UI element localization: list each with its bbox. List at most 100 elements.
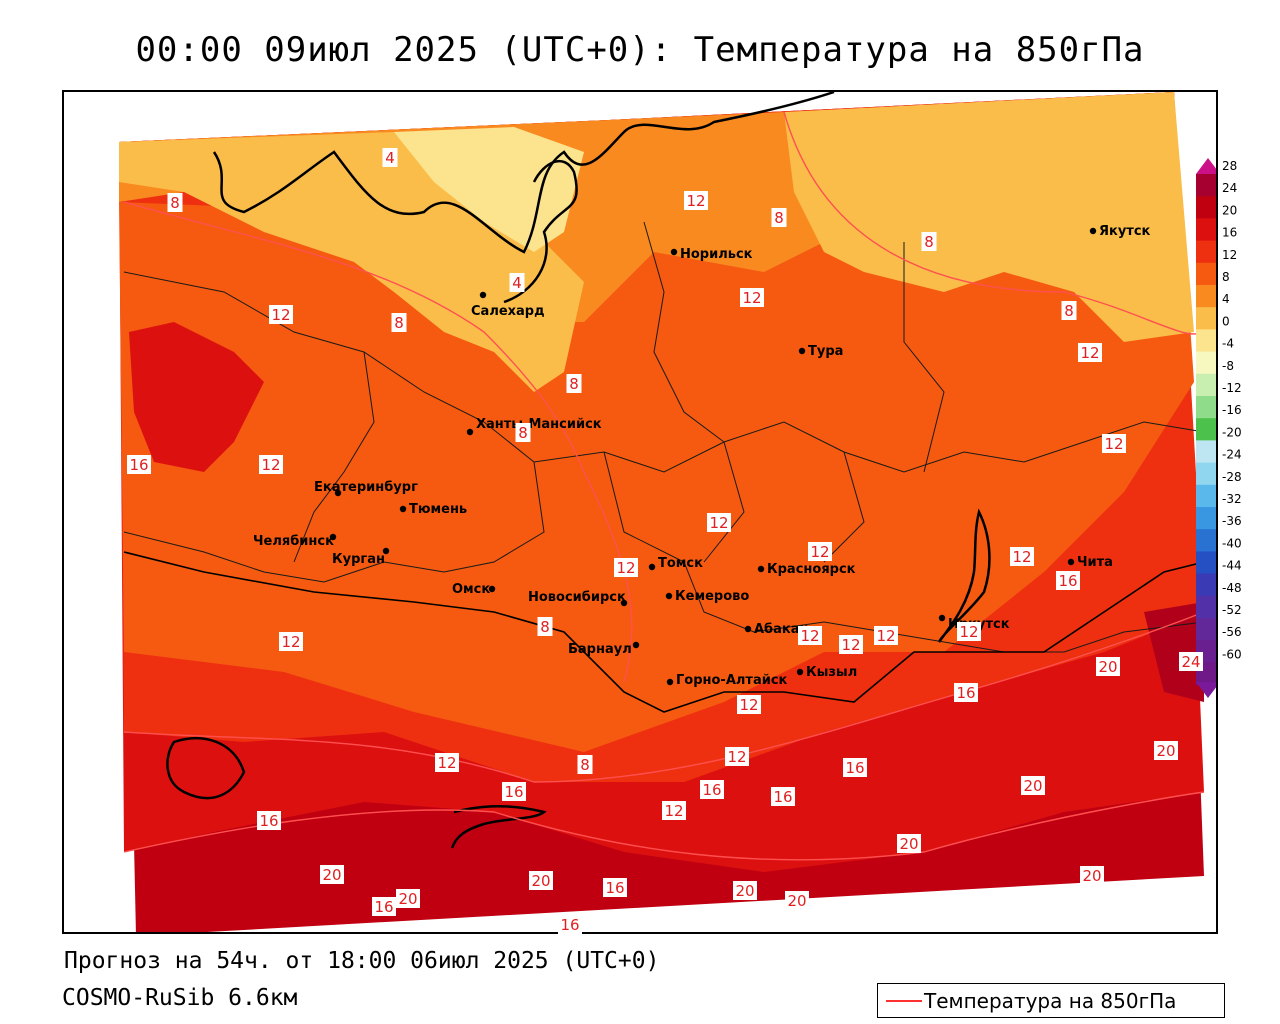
isotherm-label-bg bbox=[839, 635, 863, 654]
balkhash-outline bbox=[450, 804, 547, 849]
isotherm-label: 16 bbox=[956, 684, 975, 702]
isotherm-label-bg bbox=[566, 374, 582, 393]
isotherm-label-bg bbox=[733, 881, 757, 900]
isotherm-label-bg bbox=[167, 193, 183, 212]
isotherm-label: 12 bbox=[1104, 435, 1123, 453]
colorbar-cell bbox=[1196, 307, 1216, 330]
colorbar-cell bbox=[1196, 573, 1216, 597]
isotherm-label-bg bbox=[515, 423, 531, 442]
isotherm-label: 8 bbox=[774, 209, 784, 227]
isotherm-label: 16 bbox=[773, 788, 792, 806]
isotherm-label-bg bbox=[737, 695, 761, 714]
isotherm-label-bg bbox=[577, 755, 593, 774]
city-marker bbox=[329, 533, 337, 541]
city-label: Кызыл bbox=[806, 665, 857, 680]
colorbar-cell bbox=[1196, 595, 1216, 619]
city-marker bbox=[938, 614, 946, 622]
isotherm-label-bg bbox=[808, 542, 832, 561]
city-marker bbox=[1067, 558, 1075, 566]
isotherm-label: 16 bbox=[259, 812, 278, 830]
city-label: Томск bbox=[658, 556, 703, 571]
isotherm-label: 8 bbox=[580, 756, 590, 774]
colorbar-tick-label: 28 bbox=[1222, 159, 1237, 173]
isotherm-label-bg bbox=[1010, 547, 1034, 566]
colorbar-top-arrow bbox=[1196, 158, 1216, 174]
isotherm-label-bg bbox=[1061, 301, 1077, 320]
city-label: Тура bbox=[808, 344, 843, 359]
isotherm-label: 12 bbox=[709, 514, 728, 532]
city-marker bbox=[796, 668, 804, 676]
colorbar-cell bbox=[1196, 396, 1216, 419]
isotherm-label-bg bbox=[1154, 741, 1178, 760]
colorbar-tick-label: -60 bbox=[1222, 647, 1242, 661]
colorbar-cell bbox=[1196, 484, 1216, 508]
colorbar-tick-label: -32 bbox=[1222, 492, 1242, 506]
city-label: Ханты-Мансийск bbox=[476, 417, 602, 432]
colorbar-cell bbox=[1196, 218, 1216, 242]
isotherm-label-bg bbox=[537, 617, 553, 636]
isotherm-label: 24 bbox=[1181, 653, 1200, 671]
isotherm-label-bg bbox=[529, 871, 553, 890]
isotherm-label: 12 bbox=[739, 696, 758, 714]
isotherm-label: 12 bbox=[664, 802, 683, 820]
colorbar-cell bbox=[1196, 462, 1216, 486]
city-marker bbox=[744, 625, 752, 633]
isotherm-label: 8 bbox=[924, 233, 934, 251]
isotherm-label-bg bbox=[725, 747, 749, 766]
isotherm-label: 8 bbox=[394, 314, 404, 332]
colorbar-tick-label: -52 bbox=[1222, 603, 1242, 617]
colorbar-tick-label: 12 bbox=[1222, 248, 1237, 262]
isotherm-label-bg bbox=[320, 865, 344, 884]
city-marker bbox=[334, 489, 342, 497]
city-label: Норильск bbox=[680, 247, 753, 262]
region-borders bbox=[123, 221, 1205, 653]
colorbar-tick-label: -48 bbox=[1222, 581, 1242, 595]
isotherm-label-bg bbox=[684, 191, 708, 210]
city-label: Абакан bbox=[754, 622, 809, 637]
isotherm-label-bg bbox=[502, 782, 526, 801]
city-label: Горно-Алтайск bbox=[676, 673, 788, 688]
colorbar-tick-label: -28 bbox=[1222, 470, 1242, 484]
isotherm-lines bbox=[123, 111, 1205, 861]
colorbar-tick-label: -20 bbox=[1222, 425, 1242, 439]
isotherm-label-bg bbox=[1078, 343, 1102, 362]
colorbar-tick-label: -40 bbox=[1222, 536, 1242, 550]
colorbar-cell bbox=[1196, 196, 1216, 219]
colorbar-cell bbox=[1196, 240, 1216, 264]
forecast-info: Прогноз на 54ч. от 18:00 06июл 2025 (UTC… bbox=[64, 948, 660, 974]
isotherm-label-bg bbox=[279, 632, 303, 651]
colorbar-tick-label: -36 bbox=[1222, 514, 1242, 528]
colorbar-cell bbox=[1196, 507, 1216, 530]
colorbar-cell bbox=[1196, 329, 1216, 353]
colorbar-cell bbox=[1196, 262, 1216, 286]
isotherm-label: 16 bbox=[1058, 572, 1077, 590]
isotherm-label: 20 bbox=[1156, 742, 1175, 760]
isotherm-label: 12 bbox=[1012, 548, 1031, 566]
isotherm-label: 16 bbox=[129, 456, 148, 474]
isotherm-label-bg bbox=[396, 889, 420, 908]
city-marker bbox=[488, 585, 496, 593]
isotherm-label-bg bbox=[558, 915, 582, 934]
isotherm-label: 12 bbox=[261, 456, 280, 474]
isotherm-label: 12 bbox=[841, 636, 860, 654]
legend-line-swatch bbox=[886, 1000, 922, 1002]
colorbar-cell bbox=[1196, 618, 1216, 641]
isotherm-label-bg bbox=[269, 305, 293, 324]
colorbar-bottom-arrow bbox=[1196, 682, 1216, 698]
colorbar-cell bbox=[1196, 285, 1216, 308]
isotherm-label-bg bbox=[391, 313, 407, 332]
isotherm-label: 20 bbox=[1082, 867, 1101, 885]
colorbar-tick-label: -8 bbox=[1222, 359, 1234, 373]
isotherm-label: 8 bbox=[540, 618, 550, 636]
city-label: Красноярск bbox=[767, 562, 856, 577]
isotherm-label-bg bbox=[372, 897, 396, 916]
city-label: Кемерово bbox=[675, 589, 749, 604]
isotherm-label-bg bbox=[127, 455, 151, 474]
colorbar-cell bbox=[1196, 440, 1216, 464]
isotherm-label-bg bbox=[382, 148, 398, 167]
isotherm-label-bg bbox=[707, 513, 731, 532]
city-label: Курган bbox=[332, 552, 385, 567]
isotherm-label: 16 bbox=[845, 759, 864, 777]
isotherm-label-bg bbox=[700, 780, 724, 799]
isotherm-label: 12 bbox=[810, 543, 829, 561]
